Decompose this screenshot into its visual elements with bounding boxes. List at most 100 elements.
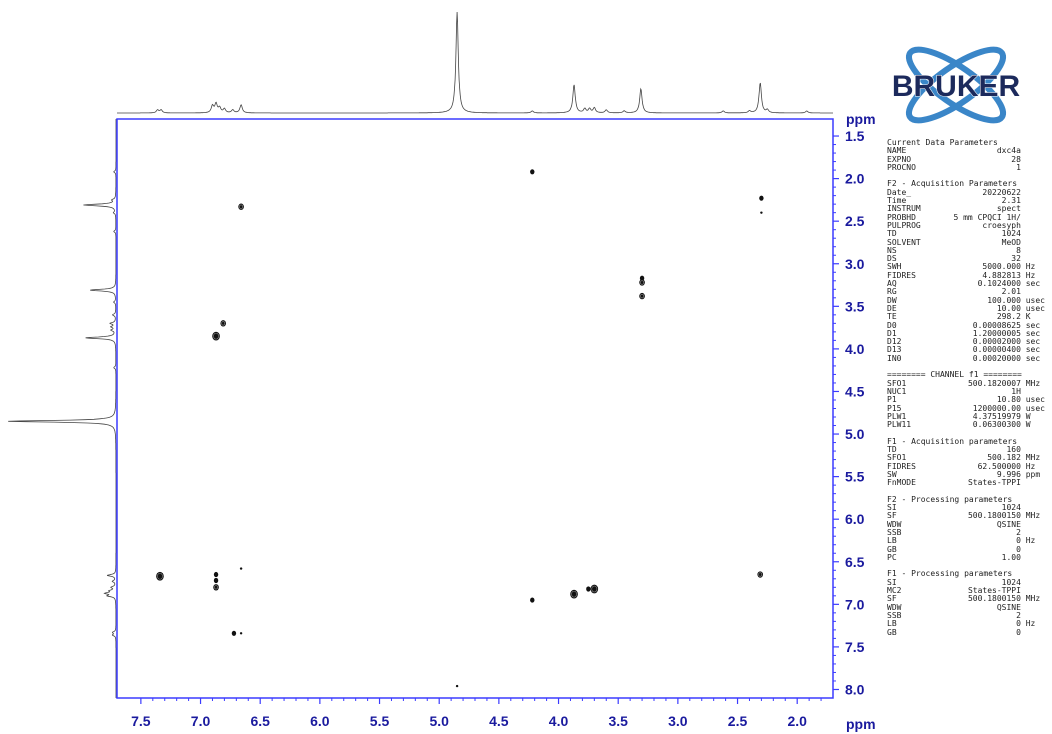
- y-axis-unit-label: ppm: [846, 111, 876, 127]
- param-value: 0.06300300 W: [972, 420, 1045, 430]
- y-tick-label: 2.5: [845, 213, 865, 229]
- param-key: MC2: [887, 586, 902, 596]
- param-key: LB: [887, 619, 897, 629]
- y-tick-label: 5.0: [845, 426, 865, 442]
- param-row: DS 32: [887, 254, 1045, 263]
- cross-peak: [213, 577, 219, 584]
- cross-peak: [530, 169, 535, 175]
- cross-peak-contour: [239, 204, 244, 209]
- param-key: SSB: [887, 527, 902, 537]
- param-row: PLW1 4.37519979 W: [887, 411, 1045, 421]
- cross-peak: [239, 632, 243, 635]
- cross-peak: [757, 571, 764, 578]
- param-value: 100.000 usec: [987, 295, 1045, 305]
- param-key: Time: [887, 196, 907, 206]
- param-key: FIDRES: [887, 461, 916, 471]
- param-row: Date_ 20220622: [887, 187, 1045, 197]
- y-tick-label: 6.0: [845, 511, 865, 527]
- param-key: RG: [887, 287, 897, 297]
- y-tick-label: 3.5: [845, 298, 865, 314]
- cross-peak: [530, 597, 535, 603]
- x-tick-label: 6.0: [310, 713, 330, 729]
- x-tick-label: 4.0: [549, 713, 569, 729]
- param-row: NAME dxc4a: [887, 146, 1045, 156]
- param-key: FnMODE: [887, 478, 916, 488]
- param-row: EXPNO 28: [887, 154, 1045, 164]
- param-row: TD 1024: [887, 229, 1045, 239]
- param-value: 500.1800150 MHz: [967, 594, 1045, 604]
- param-value: 0 Hz: [1016, 619, 1045, 629]
- param-row: TE 298.2 K: [887, 312, 1045, 322]
- param-row: GB 0: [887, 544, 1045, 554]
- cross-peak: [759, 195, 764, 201]
- param-key: SF: [887, 594, 897, 604]
- cross-peak-contour: [571, 590, 577, 598]
- param-row: INSTRUM spect: [887, 205, 1045, 214]
- y-tick-label: 1.5: [845, 128, 865, 144]
- param-value: 1: [1016, 162, 1045, 172]
- bruker-logo: BRUKER: [891, 46, 1021, 124]
- param-row: PC 1.00: [887, 552, 1045, 562]
- param-key: P1: [887, 395, 897, 405]
- param-value: 20220622: [982, 187, 1045, 197]
- param-section-title: F1 - Processing parameters: [887, 569, 1013, 579]
- param-value: 5000.000 Hz: [982, 262, 1045, 272]
- cross-peak-contour: [221, 321, 226, 326]
- param-section-title: ======== CHANNEL f1 ========: [887, 370, 1022, 380]
- param-value: 0.00008625 sec: [972, 320, 1045, 330]
- param-key: SOLVENT: [887, 237, 921, 247]
- param-value: 62.500000 Hz: [977, 461, 1045, 471]
- param-value: 1H: [1011, 386, 1045, 396]
- param-key: D13: [887, 345, 902, 355]
- x-tick-label: 4.5: [489, 713, 509, 729]
- param-key: GB: [887, 544, 897, 554]
- y-tick-label: 8.0: [845, 681, 865, 697]
- param-value: 0.00020000 sec: [972, 353, 1045, 363]
- param-value: 2.31: [1001, 196, 1045, 206]
- param-section: F2 - Acquisition Parameters Date_ 20220622…: [887, 180, 1045, 363]
- param-value: 0.00002000 sec: [972, 337, 1045, 347]
- param-key: SF: [887, 511, 897, 521]
- x-tick-label: 3.0: [668, 713, 688, 729]
- x-axis-ticks: 7.5 7.0 6.5 6.0 5.5 5.0 4.5 4.0 3.5 3.0 2.5 2.0: [131, 698, 822, 729]
- x-tick-label: 6.5: [250, 713, 270, 729]
- x-tick-label: 5.5: [370, 713, 390, 729]
- param-section: ======== CHANNEL f1 ======== SFO1 500.1820…: [887, 371, 1045, 429]
- param-key: DW: [887, 295, 897, 305]
- param-key: PLW1: [887, 411, 907, 421]
- param-key: SFO1: [887, 453, 907, 463]
- param-value: 2: [1016, 610, 1045, 620]
- param-key: PROCNO: [887, 162, 916, 172]
- param-key: AQ: [887, 279, 897, 289]
- param-row: DE 10.00 usec: [887, 303, 1045, 313]
- param-value: States-TPPI: [967, 478, 1045, 488]
- cross-peak: [586, 586, 591, 592]
- param-key: D0: [887, 320, 897, 330]
- param-row: P15 1200000.00 usec: [887, 404, 1045, 413]
- param-row: NUC1 1H: [887, 386, 1045, 396]
- param-section: F1 - Acquisition parameters TD 160 SFO1 500…: [887, 437, 1045, 488]
- param-key: SW: [887, 469, 897, 479]
- param-value: 1024: [1001, 229, 1045, 239]
- y-tick-label: 4.0: [845, 341, 865, 357]
- param-key: WDW: [887, 519, 902, 529]
- param-value: 10.00 usec: [996, 303, 1045, 313]
- param-key: WDW: [887, 602, 902, 612]
- param-key: GB: [887, 627, 897, 637]
- param-section-title: F2 - Processing parameters: [887, 494, 1013, 504]
- param-row: SI 1024: [887, 503, 1045, 512]
- param-key: PLW11: [887, 420, 912, 430]
- param-key: NAME: [887, 146, 907, 156]
- param-value: 28: [1011, 154, 1045, 164]
- param-key: DE: [887, 303, 897, 313]
- cross-peak: [760, 211, 763, 214]
- cross-peak: [220, 320, 227, 327]
- param-key: TD: [887, 444, 897, 454]
- param-value: 0: [1016, 544, 1045, 554]
- param-value: 500.182 MHz: [987, 453, 1045, 463]
- param-value: 0.1024000 sec: [977, 279, 1045, 289]
- param-row: D0 0.00008625 sec: [887, 320, 1045, 330]
- param-value: 298.2 K: [996, 312, 1045, 322]
- y-tick-label: 5.5: [845, 469, 865, 485]
- param-value: 1.00: [1001, 552, 1045, 562]
